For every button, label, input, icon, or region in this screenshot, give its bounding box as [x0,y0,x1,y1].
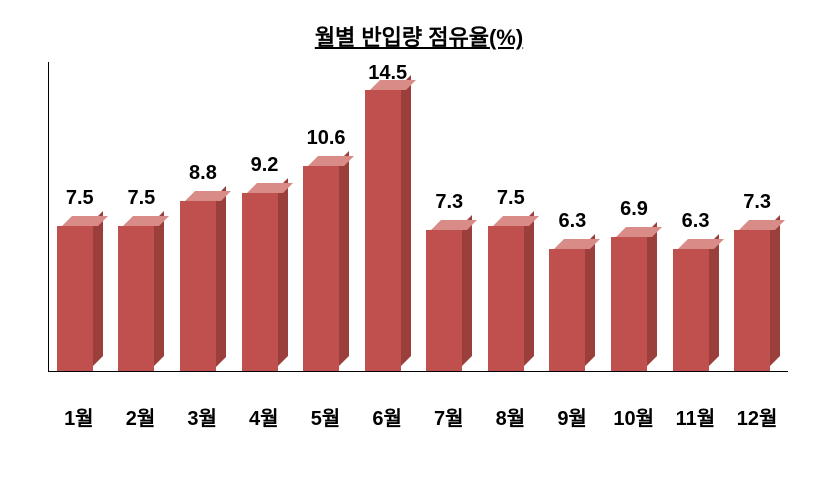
x-axis-label: 9월 [549,402,595,431]
bar-side-face [339,151,349,366]
bar-group: 9.2 [242,62,288,371]
bar-front-face [734,230,770,371]
bar-group: 6.3 [673,62,719,371]
x-axis-label: 10월 [611,402,657,431]
bar-front-face [673,249,709,371]
x-axis-label: 8월 [487,402,533,431]
bar-group: 6.9 [611,62,657,371]
bar-front-face [365,90,401,371]
bar [365,91,411,371]
bar-front-face [549,249,585,371]
bar [426,220,472,371]
bar-value-label: 10.6 [307,127,346,150]
bar-front-face [488,226,524,371]
bar-side-face [154,211,164,366]
bar-value-label: 6.3 [682,210,710,233]
bar-group: 7.5 [118,62,164,371]
bar-side-face [462,215,472,366]
bar [118,216,164,371]
bar-front-face [118,226,154,371]
bar-front-face [180,201,216,372]
x-axis-label: 6월 [364,402,410,431]
bar-side-face [401,75,411,366]
bar-group: 10.6 [303,62,349,371]
x-axis-label: 3월 [179,402,225,431]
bar-side-face [278,178,288,366]
bar-value-label: 8.8 [189,162,217,185]
bars-row: 7.5 7.5 8.8 9.2 10.6 14.5 7.3 7.5 6.3 6.9 6.3 7.3 [49,62,788,371]
x-axis-label: 4월 [241,402,287,431]
bar [57,216,103,371]
bar [242,183,288,371]
bar-side-face [770,215,780,366]
bar-front-face [611,237,647,371]
x-axis-label: 5월 [302,402,348,431]
bar-group: 7.3 [734,62,780,371]
bar-side-face [93,211,103,366]
bar [734,220,780,371]
bar-group: 6.3 [549,62,595,371]
chart-title: 월별 반입량 점유율(%) [0,20,838,52]
x-axis-label: 12월 [734,402,780,431]
bar-value-label: 7.5 [127,187,155,210]
bar [549,239,595,371]
bar-side-face [524,211,534,366]
chart-container: 월별 반입량 점유율(%) 7.57.58.89.210.614.57.37.5… [0,0,838,500]
bar [303,156,349,371]
x-axis-labels: 1월 2월 3월 4월 5월 6월 7월 8월 9월 10월 11월 12월 [48,402,788,431]
x-axis-label: 1월 [56,402,102,431]
bar-side-face [216,186,226,367]
x-axis-label: 11월 [672,402,718,431]
bar [673,239,719,371]
bar-side-face [709,234,719,366]
x-axis-label: 2월 [117,402,163,431]
bar-group: 14.5 [365,62,411,371]
plot-area: 7.5 7.5 8.8 9.2 10.6 14.5 7.3 7.5 6.3 6.9 6.3 7.3 [48,62,788,372]
bar-side-face [585,234,595,366]
bar-front-face [57,226,93,371]
bar-value-label: 7.3 [743,191,771,214]
bar [180,191,226,372]
bar-value-label: 7.5 [66,187,94,210]
bar-side-face [647,222,657,366]
bar-group: 7.5 [488,62,534,371]
bar-group: 8.8 [180,62,226,371]
bar-value-label: 6.3 [559,210,587,233]
bar-value-label: 6.9 [620,198,648,221]
bar-value-label: 7.3 [435,191,463,214]
bar [488,216,534,371]
bar-group: 7.3 [426,62,472,371]
bar-front-face [303,166,339,371]
bar-front-face [426,230,462,371]
x-axis-label: 7월 [426,402,472,431]
bar-front-face [242,193,278,371]
bar-value-label: 7.5 [497,187,525,210]
bar-value-label: 9.2 [251,154,279,177]
bar-group: 7.5 [57,62,103,371]
bar [611,227,657,371]
